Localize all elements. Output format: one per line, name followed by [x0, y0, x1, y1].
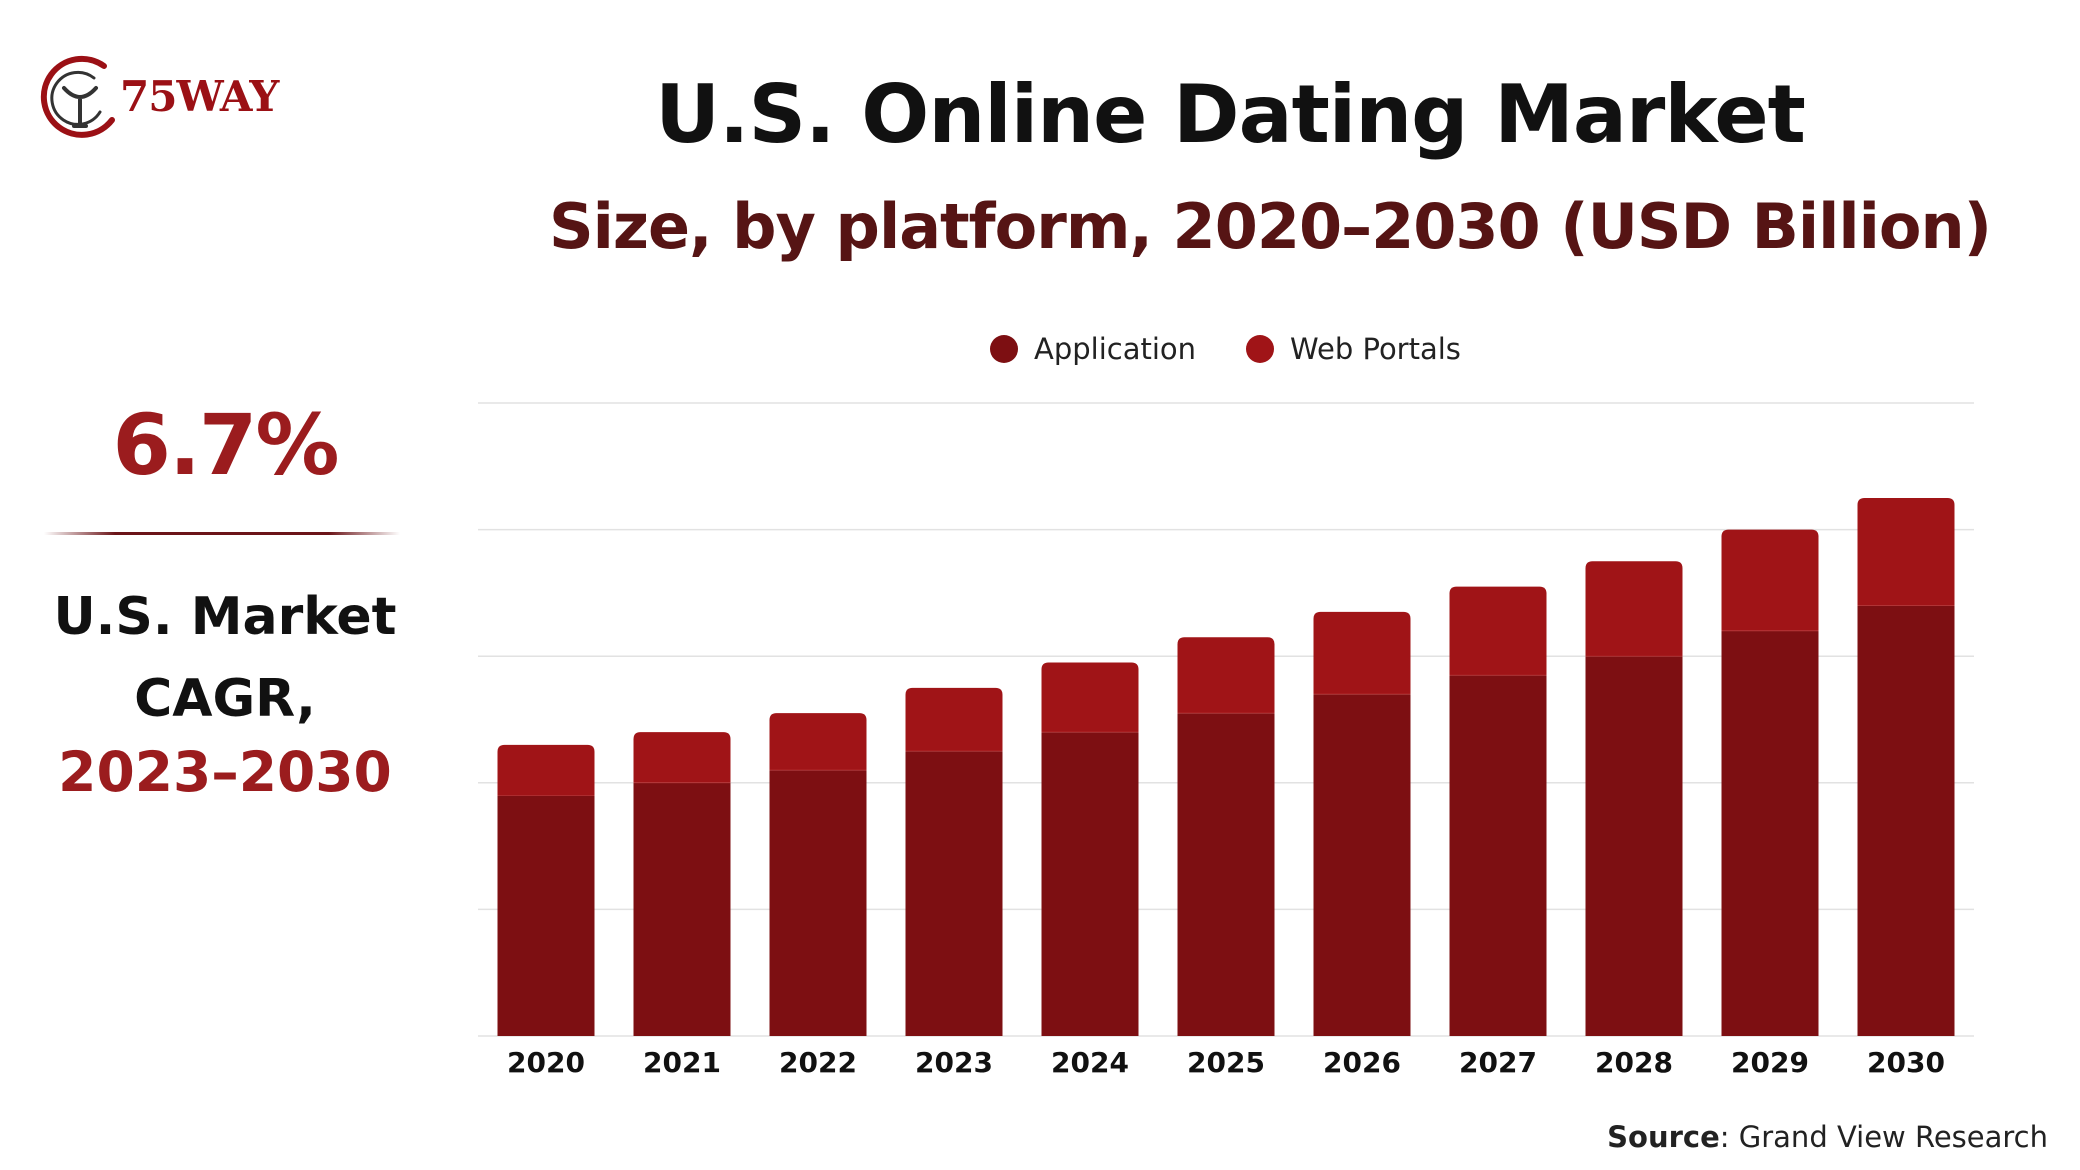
- bar-web-portals-2029: [1721, 529, 1819, 631]
- x-tick-label: 2030: [1867, 1046, 1945, 1079]
- brand-logo: 75WAY: [34, 48, 304, 148]
- bar-web-portals-2024: [1041, 662, 1139, 733]
- source-note: Source: Grand View Research: [1607, 1120, 2048, 1154]
- bar-application-2030: [1857, 605, 1955, 1036]
- x-tick-label: 2022: [779, 1046, 857, 1079]
- bar-web-portals-2023: [905, 687, 1003, 752]
- legend-label-web-portals: Web Portals: [1290, 332, 1461, 366]
- logo-text: 75WAY: [120, 72, 279, 121]
- legend-item-web-portals: Web Portals: [1246, 332, 1461, 366]
- legend-label-application: Application: [1034, 332, 1197, 366]
- bar-web-portals-2026: [1313, 611, 1411, 695]
- x-tick-label: 2024: [1051, 1046, 1129, 1079]
- chart-subtitle: Size, by platform, 2020–2030 (USD Billio…: [549, 190, 1992, 263]
- cagr-label-line1: U.S. Market: [53, 587, 397, 647]
- bar-web-portals-2028: [1585, 561, 1683, 657]
- bar-application-2021: [633, 782, 731, 1036]
- x-tick-label: 2023: [915, 1046, 993, 1079]
- x-tick-label: 2026: [1323, 1046, 1401, 1079]
- bar-web-portals-2030: [1857, 497, 1955, 606]
- chart-legend: Application Web Portals: [990, 332, 1511, 366]
- x-tick-label: 2028: [1595, 1046, 1673, 1079]
- bar-application-2029: [1721, 630, 1819, 1036]
- cagr-divider: [44, 532, 400, 535]
- cagr-label-line2: CAGR,: [134, 669, 316, 729]
- bar-application-2026: [1313, 694, 1411, 1036]
- cagr-years: 2023–2030: [58, 740, 392, 804]
- chart-title: U.S. Online Dating Market: [655, 68, 1806, 161]
- logo-mark-icon: [40, 55, 115, 138]
- legend-swatch-application: [990, 335, 1018, 363]
- bar-web-portals-2020: [497, 744, 595, 796]
- x-tick-label: 2020: [507, 1046, 585, 1079]
- x-tick-label: 2025: [1187, 1046, 1265, 1079]
- x-tick-label: 2021: [643, 1046, 721, 1079]
- bar-application-2022: [769, 770, 867, 1036]
- cagr-label: U.S. Market CAGR,: [30, 576, 420, 740]
- bar-web-portals-2025: [1177, 637, 1275, 714]
- bar-web-portals-2027: [1449, 586, 1547, 676]
- bar-application-2025: [1177, 713, 1275, 1036]
- bar-application-2027: [1449, 675, 1547, 1036]
- bar-web-portals-2022: [769, 713, 867, 771]
- bar-web-portals-2021: [633, 732, 731, 783]
- source-text: : Grand View Research: [1719, 1120, 2048, 1154]
- bar-application-2024: [1041, 732, 1139, 1036]
- source-label: Source: [1607, 1120, 1720, 1154]
- bar-application-2028: [1585, 656, 1683, 1036]
- bar-application-2020: [497, 795, 595, 1036]
- bar-application-2023: [905, 751, 1003, 1036]
- cagr-value: 6.7%: [112, 396, 340, 494]
- x-tick-label: 2029: [1731, 1046, 1809, 1079]
- legend-item-application: Application: [990, 332, 1196, 366]
- x-tick-label: 2027: [1459, 1046, 1537, 1079]
- legend-swatch-web-portals: [1246, 335, 1275, 363]
